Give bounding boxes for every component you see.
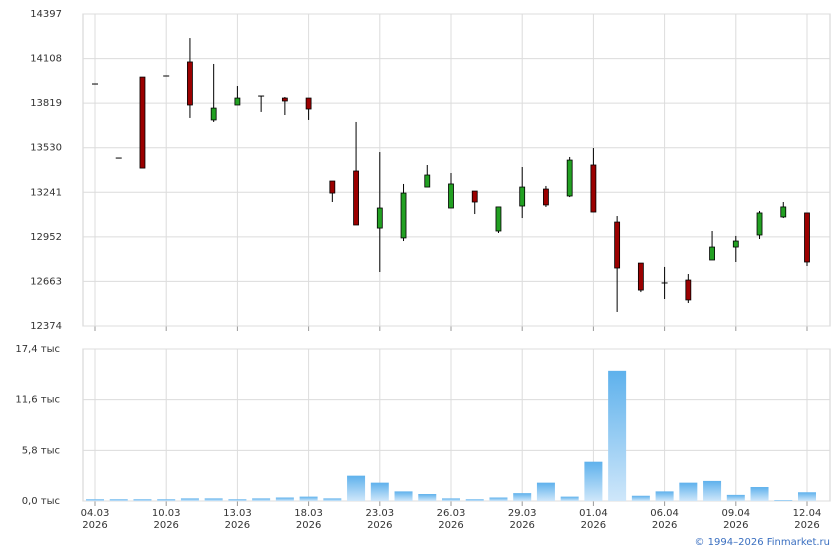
volume-bar bbox=[608, 370, 627, 501]
volume-bar bbox=[275, 497, 294, 501]
candle-body bbox=[400, 192, 407, 239]
candle-body bbox=[543, 188, 549, 206]
candle-body bbox=[471, 190, 478, 203]
candle-body bbox=[780, 206, 787, 218]
candle-body bbox=[732, 240, 739, 248]
volume-bar bbox=[370, 482, 389, 501]
copyright: © 1994–2026 Finmarket.ru bbox=[694, 537, 830, 548]
x-tick-label: 04.03 bbox=[81, 508, 110, 519]
x-tick-label: 10.03 bbox=[152, 508, 181, 519]
candle-body bbox=[448, 183, 454, 209]
volume-bar bbox=[418, 494, 437, 501]
x-tick-label: 29.03 bbox=[508, 508, 537, 519]
x-tick-year: 2026 bbox=[581, 520, 606, 531]
x-tick-label: 13.03 bbox=[223, 508, 252, 519]
volume-bar bbox=[323, 498, 342, 501]
candle-body bbox=[210, 107, 217, 121]
volume-bar bbox=[536, 482, 555, 501]
candle-body bbox=[637, 262, 644, 291]
candle-body bbox=[305, 97, 312, 110]
volume-bar bbox=[631, 495, 650, 501]
y-tick-label: 12663 bbox=[30, 276, 62, 287]
x-tick-year: 2026 bbox=[225, 520, 250, 531]
candle-body bbox=[685, 279, 692, 301]
volume-bar bbox=[655, 491, 674, 501]
volume-bar bbox=[465, 499, 484, 501]
volume-bar bbox=[584, 461, 603, 501]
x-tick-year: 2026 bbox=[794, 520, 819, 531]
x-tick-label: 26.03 bbox=[437, 508, 466, 519]
x-tick-label: 09.04 bbox=[721, 508, 750, 519]
candle-body bbox=[139, 76, 146, 169]
volume-bar bbox=[180, 498, 199, 501]
y-tick-label: 13530 bbox=[30, 143, 62, 154]
volume-bar bbox=[560, 496, 579, 501]
x-tick-year: 2026 bbox=[723, 520, 748, 531]
x-tick-year: 2026 bbox=[652, 520, 677, 531]
volume-bar bbox=[252, 498, 271, 501]
y-tick-label: 12952 bbox=[30, 232, 62, 243]
volume-bar bbox=[86, 499, 104, 501]
x-tick-label: 06.04 bbox=[650, 508, 679, 519]
y-tick-label: 13819 bbox=[30, 98, 62, 109]
x-tick-label: 23.03 bbox=[365, 508, 394, 519]
candle-body bbox=[376, 207, 383, 229]
candle-body bbox=[614, 221, 621, 269]
candle-body bbox=[519, 186, 526, 207]
candle-body bbox=[329, 180, 336, 194]
x-tick-year: 2026 bbox=[153, 520, 178, 531]
volume-bar bbox=[750, 487, 769, 501]
x-tick-year: 2026 bbox=[509, 520, 534, 531]
volume-bar bbox=[157, 499, 176, 501]
candle-body bbox=[234, 97, 241, 106]
y-tick-label: 5,8 тыс bbox=[22, 445, 60, 456]
y-tick-label: 17,4 тыс bbox=[15, 344, 60, 355]
candle-body bbox=[756, 212, 763, 236]
y-tick-label: 14108 bbox=[30, 54, 62, 65]
x-tick-year: 2026 bbox=[82, 520, 107, 531]
y-tick-label: 13241 bbox=[30, 187, 62, 198]
volume-bar bbox=[703, 480, 722, 501]
candle-body bbox=[709, 246, 715, 261]
candle-body bbox=[495, 206, 502, 232]
x-tick-year: 2026 bbox=[296, 520, 321, 531]
x-tick-label: 18.03 bbox=[294, 508, 323, 519]
candle-body bbox=[590, 164, 597, 213]
candle-body bbox=[353, 170, 359, 226]
y-tick-label: 11,6 тыс bbox=[15, 395, 60, 406]
volume-bar bbox=[513, 493, 532, 501]
candle-body bbox=[804, 212, 810, 263]
volume-bar bbox=[489, 497, 508, 501]
volume-bar bbox=[726, 494, 745, 501]
y-tick-label: 0,0 тыс bbox=[22, 496, 60, 507]
volume-bar bbox=[204, 498, 223, 501]
candle-body bbox=[424, 174, 431, 188]
volume-bar bbox=[394, 491, 413, 501]
volume-bar bbox=[228, 499, 247, 501]
volume-bar bbox=[798, 492, 816, 501]
y-tick-label: 14397 bbox=[30, 9, 62, 20]
y-tick-label: 12374 bbox=[30, 321, 62, 332]
volume-bar bbox=[133, 499, 152, 501]
candle-body bbox=[187, 61, 193, 106]
candle-body bbox=[566, 159, 573, 197]
volume-bar bbox=[774, 500, 793, 501]
volume-bar bbox=[442, 498, 460, 501]
volume-bar bbox=[679, 482, 698, 501]
volume-bar bbox=[299, 496, 318, 501]
volume-bar bbox=[109, 499, 128, 501]
volume-bar bbox=[347, 475, 366, 501]
x-tick-year: 2026 bbox=[367, 520, 392, 531]
x-tick-label: 12.04 bbox=[793, 508, 822, 519]
x-tick-label: 01.04 bbox=[579, 508, 608, 519]
candle-body bbox=[281, 97, 288, 102]
x-tick-year: 2026 bbox=[438, 520, 463, 531]
